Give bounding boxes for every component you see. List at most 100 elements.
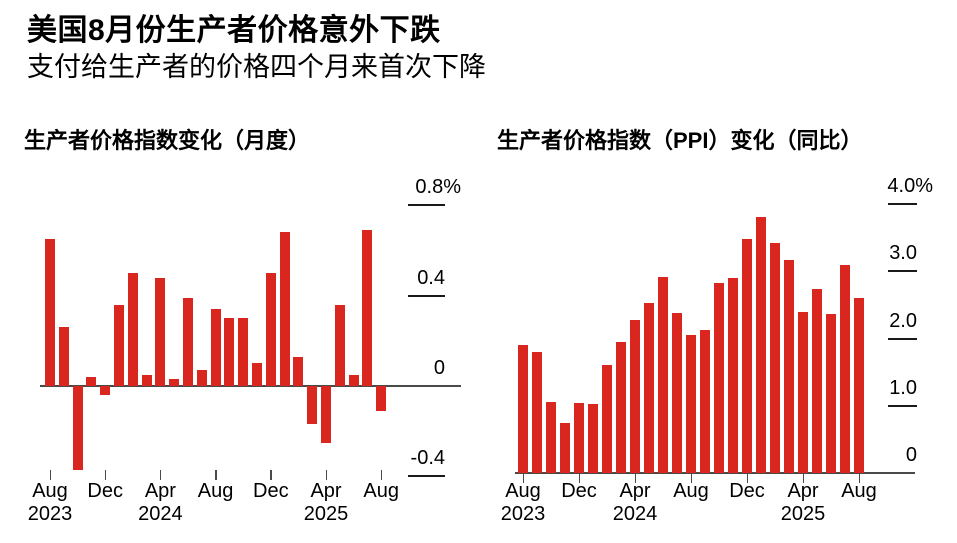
bar-mar-2024: [616, 341, 626, 473]
bar-dec-2024: [265, 273, 276, 386]
bar-may-2024: [644, 302, 654, 473]
bar-feb-2025: [770, 243, 780, 473]
bar-jun-2024: [183, 297, 193, 386]
bar-apr-2024: [630, 319, 640, 473]
bar-feb-2024: [127, 273, 138, 386]
x-axis-month-label: Aug: [841, 480, 877, 502]
bar-jul-2025: [840, 264, 850, 473]
x-axis-month-label: Apr: [619, 480, 651, 502]
bar-nov-2023: [560, 422, 570, 473]
bar-apr-2025: [321, 386, 331, 443]
bar-oct-2024: [714, 282, 724, 473]
page-subtitle: 支付给生产者的价格四个月来首次下降: [27, 52, 486, 82]
y-gridline-segment: [408, 294, 445, 297]
x-axis-month-label: Aug: [363, 480, 399, 502]
bar-mar-2024: [141, 374, 152, 386]
bar-aug-2024: [686, 335, 696, 473]
x-axis-month-label: Aug: [673, 480, 709, 502]
bar-jul-2024: [672, 312, 682, 473]
x-axis-month-label: Apr: [144, 480, 176, 502]
x-axis-month-label: Aug: [32, 480, 68, 502]
x-axis-year-label: 2024: [612, 503, 658, 525]
x-axis-year-label: 2023: [500, 503, 546, 525]
page-title: 美国8月份生产者价格意外下跌: [27, 14, 441, 47]
bar-mar-2025: [784, 259, 794, 473]
bar-feb-2024: [602, 365, 612, 473]
bar-dec-2023: [574, 403, 584, 473]
bar-mar-2025: [307, 386, 318, 425]
x-axis-line: [515, 472, 915, 474]
y-gridline-segment: [408, 475, 445, 478]
x-axis-month-label: Aug: [505, 480, 541, 502]
bar-aug-2025: [854, 298, 864, 473]
x-axis-year-label: 2025: [780, 503, 826, 525]
x-axis-tick: [159, 470, 162, 480]
bar-may-2025: [334, 304, 345, 386]
x-axis-tick: [270, 470, 272, 480]
bar-jun-2025: [826, 313, 836, 473]
bar-apr-2024: [155, 277, 166, 386]
y-axis-label: 1.0: [889, 376, 917, 399]
x-axis-tick: [746, 473, 748, 483]
x-axis-tick: [690, 473, 692, 483]
bar-aug-2023: [45, 239, 55, 386]
y-axis-label: 0: [905, 444, 917, 466]
x-axis-line: [40, 385, 461, 387]
bar-oct-2024: [238, 318, 249, 386]
x-axis-tick: [49, 470, 51, 480]
chart-title-monthly: 生产者价格指数变化（月度）: [24, 128, 311, 153]
bar-apr-2025: [798, 311, 808, 473]
bar-jan-2025: [756, 217, 766, 473]
x-axis-tick: [380, 470, 383, 480]
y-axis-label: 3.0: [889, 242, 917, 265]
y-axis-label: 2.0: [889, 309, 917, 332]
bar-jun-2025: [348, 374, 359, 386]
x-axis-year-label: 2024: [138, 503, 183, 525]
bar-nov-2024: [252, 363, 262, 386]
bar-jan-2024: [588, 404, 598, 473]
bar-sep-2023: [532, 351, 542, 473]
bar-dec-2024: [742, 238, 752, 473]
bar-jan-2025: [279, 232, 290, 386]
bar-oct-2023: [546, 402, 556, 473]
y-axis-label: -0.4: [410, 447, 445, 470]
bar-feb-2025: [293, 356, 304, 386]
bar-dec-2023: [100, 386, 111, 396]
x-axis-month-label: Apr: [787, 480, 819, 502]
bar-nov-2023: [86, 376, 97, 386]
bar-may-2025: [812, 289, 822, 473]
x-axis-year-label: 2023: [27, 503, 73, 525]
bar-jun-2024: [658, 276, 668, 473]
x-axis-tick: [802, 473, 804, 483]
x-axis-tick: [578, 473, 580, 483]
bar-oct-2023: [72, 386, 83, 470]
x-axis-tick: [104, 470, 107, 480]
x-axis-month-label: Dec: [87, 480, 123, 502]
bar-aug-2024: [210, 309, 221, 386]
bar-sep-2024: [700, 329, 710, 473]
bar-sep-2023: [58, 327, 69, 386]
x-axis-tick: [634, 473, 636, 483]
x-axis-tick: [215, 470, 217, 480]
x-axis-month-label: Dec: [561, 480, 597, 502]
bar-sep-2024: [224, 318, 235, 386]
y-gridline-segment: [888, 404, 917, 407]
y-gridline-segment: [888, 337, 917, 340]
y-axis-label: 0: [433, 357, 445, 379]
bar-jan-2024: [114, 304, 124, 386]
bar-may-2024: [169, 379, 180, 386]
x-axis-year-label: 2025: [303, 503, 349, 525]
x-axis-tick: [522, 473, 524, 483]
y-gridline-segment: [888, 203, 917, 205]
y-axis-label: 0.4: [417, 266, 445, 289]
y-axis-label: 0.8%: [415, 176, 461, 199]
y-gridline-segment: [888, 270, 917, 273]
bar-aug-2023: [518, 345, 528, 473]
y-axis-label: 4.0%: [887, 175, 933, 197]
x-axis-month-label: Aug: [197, 480, 234, 502]
bar-jul-2025: [362, 230, 373, 386]
x-axis-month-label: Dec: [729, 480, 765, 502]
